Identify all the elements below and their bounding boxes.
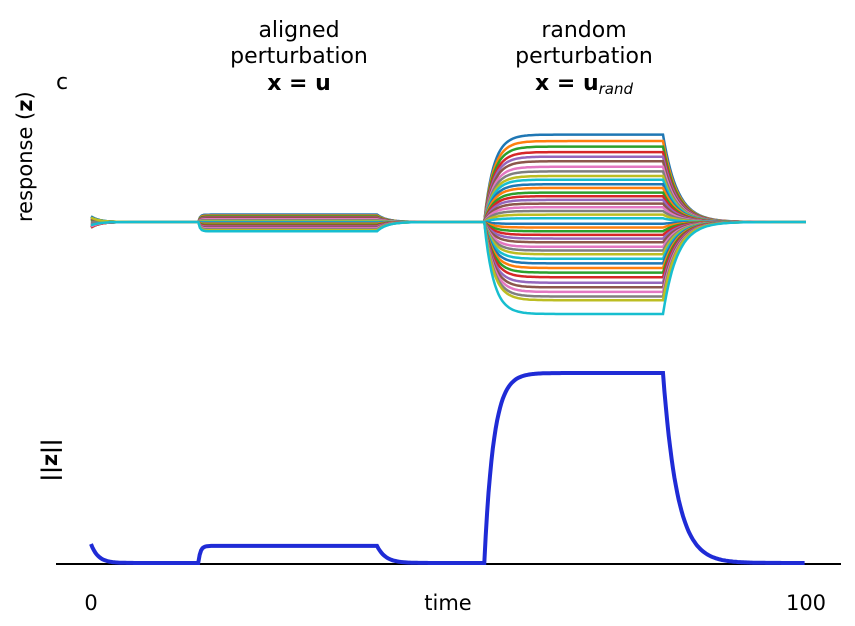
response-trace (90, 220, 806, 316)
aligned-equation: x = u (267, 71, 331, 96)
aligned-line-1: aligned (258, 18, 339, 43)
random-line-2: perturbation (515, 44, 653, 69)
response-traces (90, 133, 806, 316)
top-ylabel: response (z) (13, 91, 37, 222)
random-eq-main: x = u (535, 71, 599, 96)
panel-label: c (56, 70, 68, 95)
top-ylabel-close: ) (13, 91, 37, 99)
aligned-eq-main: x = u (267, 71, 331, 96)
x-axis-label: time (424, 591, 471, 615)
aligned-annotation: aligned perturbation x = u (230, 18, 368, 96)
norm-curve (89, 371, 805, 565)
response-trace (90, 220, 806, 294)
response-trace (90, 145, 806, 224)
response-trace (91, 220, 806, 298)
top-ylabel-text: response ( (13, 112, 37, 222)
random-equation: x = urand (535, 71, 633, 98)
response-trace (90, 220, 806, 284)
response-trace (90, 178, 806, 226)
random-line-1: random (541, 18, 626, 43)
aligned-line-2: perturbation (230, 44, 368, 69)
bottom-ylabel-text: ||z|| (38, 439, 63, 482)
response-trace (91, 155, 806, 224)
top-ylabel-sym: z (13, 100, 37, 112)
random-annotation: random perturbation x = urand (515, 18, 653, 98)
bottom-ylabel: ||z|| (38, 439, 63, 482)
xtick-0: 0 (84, 591, 97, 615)
response-trace (90, 160, 806, 224)
random-eq-sub: rand (599, 80, 634, 98)
xtick-100: 100 (786, 591, 826, 615)
response-trace (90, 133, 806, 229)
response-trace (90, 139, 806, 225)
